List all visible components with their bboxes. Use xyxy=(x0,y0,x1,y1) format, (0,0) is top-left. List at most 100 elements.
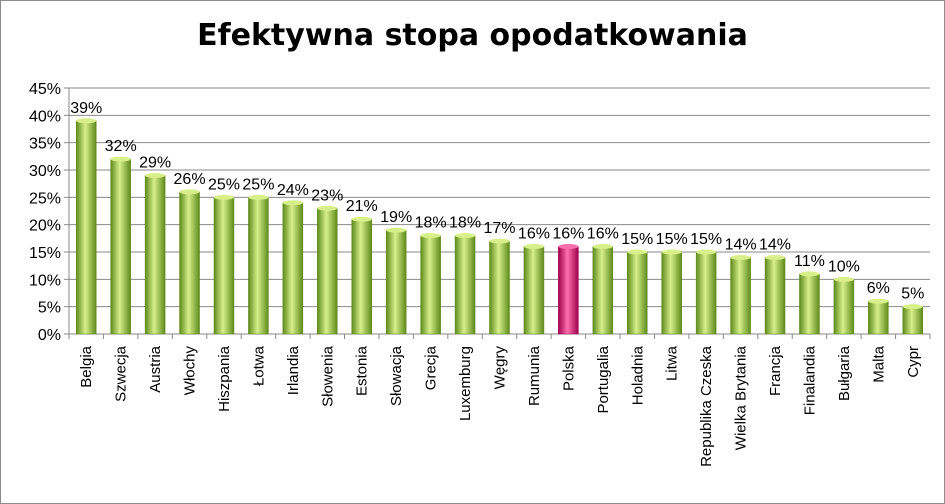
data-label: 16% xyxy=(518,226,550,243)
data-label: 14% xyxy=(759,236,791,253)
data-label: 11% xyxy=(794,253,825,270)
category-label: Cypr xyxy=(905,346,922,378)
bar xyxy=(695,251,717,335)
data-label: 21% xyxy=(346,198,378,215)
bar-top xyxy=(592,244,613,250)
data-label: 16% xyxy=(552,226,584,243)
bar-top xyxy=(902,304,923,310)
bar-top xyxy=(282,200,303,206)
category-label: Słowenia xyxy=(319,345,336,407)
data-label: 18% xyxy=(415,215,447,232)
category-label: Austria xyxy=(147,345,164,392)
chart-title: Efektywna stopa opodatkowania xyxy=(197,18,748,53)
category-label: Finalandia xyxy=(801,345,818,415)
data-label: 15% xyxy=(656,231,688,248)
category-label: Słowacja xyxy=(388,345,405,406)
category-label: Luxemburg xyxy=(457,346,474,421)
bar-top xyxy=(489,238,510,244)
bar-top xyxy=(730,254,751,260)
bar-top xyxy=(627,249,648,255)
bar xyxy=(592,246,614,335)
bar xyxy=(213,197,235,335)
bar xyxy=(110,158,131,335)
bar-top xyxy=(420,233,441,239)
y-tick-label: 25% xyxy=(29,190,61,207)
bar xyxy=(144,175,166,335)
data-label: 32% xyxy=(105,138,137,155)
bar xyxy=(833,279,855,335)
category-label: Hiszpania xyxy=(216,345,233,412)
y-tick-label: 45% xyxy=(29,81,61,98)
bar xyxy=(489,240,510,335)
data-label: 23% xyxy=(311,187,343,204)
category-label: Malta xyxy=(870,345,887,382)
bar xyxy=(799,273,820,335)
bar-top xyxy=(145,172,166,178)
data-label: 10% xyxy=(828,258,860,275)
data-label: 14% xyxy=(725,236,757,253)
data-label: 18% xyxy=(449,215,481,232)
category-label: Litwa xyxy=(664,345,681,381)
bar xyxy=(661,251,682,335)
data-label: 26% xyxy=(174,171,206,188)
category-label: Francja xyxy=(767,345,784,396)
category-label: Węgry xyxy=(492,346,509,390)
bar-top xyxy=(351,216,372,222)
bar xyxy=(558,246,579,335)
data-label: 39% xyxy=(70,100,102,117)
data-label: 25% xyxy=(208,176,240,193)
bar xyxy=(420,235,441,335)
bar xyxy=(248,197,269,335)
bar-top xyxy=(523,244,544,250)
bar-top xyxy=(661,249,682,255)
bar-top xyxy=(248,194,269,200)
y-tick-label: 30% xyxy=(29,163,61,180)
bar-top xyxy=(110,156,131,162)
data-label: 17% xyxy=(483,220,515,237)
y-tick-label: 40% xyxy=(29,108,61,125)
y-tick-label: 10% xyxy=(29,272,61,289)
category-label: Grecja xyxy=(423,345,440,390)
bar-top xyxy=(799,271,820,277)
bar-top xyxy=(76,118,97,124)
bar xyxy=(730,257,751,335)
data-label: 15% xyxy=(621,231,653,248)
category-label: Irlandia xyxy=(285,345,302,395)
category-label: Polska xyxy=(560,345,577,391)
y-tick-label: 5% xyxy=(38,300,61,317)
data-label: 15% xyxy=(690,231,722,248)
category-label: Republika Czeska xyxy=(698,345,715,467)
category-label: Szwecja xyxy=(113,345,130,402)
bar xyxy=(627,251,648,335)
y-tick-label: 20% xyxy=(29,218,61,235)
category-label: Bułgaria xyxy=(836,345,853,401)
category-label: Wielka Brytania xyxy=(733,345,750,450)
category-label: Holadnia xyxy=(629,345,646,405)
bar xyxy=(282,202,304,335)
data-label: 16% xyxy=(587,226,619,243)
y-tick-label: 15% xyxy=(29,245,61,262)
bar xyxy=(179,191,200,335)
bar-top xyxy=(317,205,338,211)
bar-top xyxy=(868,298,889,304)
bar-top xyxy=(765,254,786,260)
bar-top xyxy=(455,233,476,239)
category-label: Estonia xyxy=(354,345,371,396)
bar-top xyxy=(213,194,234,200)
category-label: Belgia xyxy=(78,345,95,387)
y-tick-label: 35% xyxy=(29,136,61,153)
data-label: 19% xyxy=(380,209,412,226)
bar xyxy=(385,229,407,335)
data-label: 6% xyxy=(867,280,890,297)
data-label: 24% xyxy=(277,182,309,199)
bar xyxy=(523,246,545,335)
category-label: Portugalia xyxy=(595,345,612,413)
y-tick-label: 0% xyxy=(38,327,61,344)
bar-top xyxy=(558,244,579,250)
data-label: 29% xyxy=(139,154,171,171)
bar xyxy=(454,235,476,335)
bar-top xyxy=(696,249,717,255)
bar xyxy=(764,257,786,335)
bar xyxy=(317,208,338,335)
